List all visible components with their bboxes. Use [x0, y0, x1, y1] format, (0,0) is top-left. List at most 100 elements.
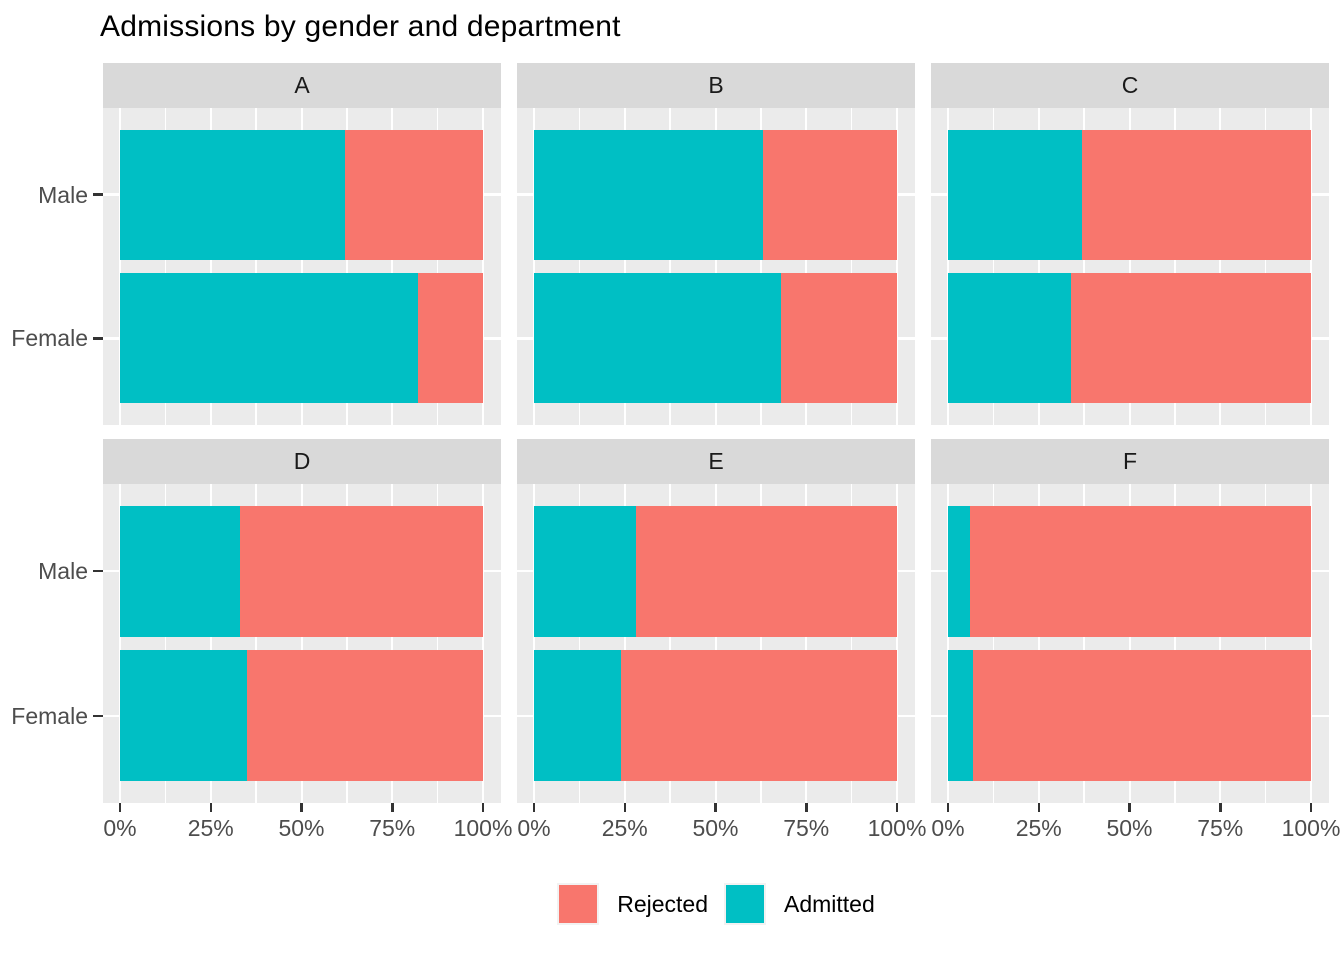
major-gridline: [805, 108, 808, 425]
bar-admitted-female-d: [120, 650, 247, 781]
y-axis-tick: [93, 569, 103, 573]
x-axis-tick-label: 100%: [1281, 815, 1341, 841]
x-axis-tick-label: 100%: [867, 815, 927, 841]
bar-admitted-male-f: [948, 506, 970, 637]
x-axis-tick-label: 0%: [931, 815, 965, 841]
legend-label-admitted: Admitted: [784, 890, 875, 917]
y-axis-label-male: Male: [38, 181, 88, 208]
x-axis-tick-label: 0%: [103, 815, 137, 841]
facet-panel-e: [517, 484, 915, 803]
minor-gridline: [669, 484, 671, 803]
facet-panel-c: [931, 108, 1329, 425]
facet-panel-f: [931, 484, 1329, 803]
major-gridline: [533, 484, 535, 803]
major-gridline: [805, 484, 808, 803]
bar-rejected-female-a: [418, 273, 483, 403]
bar-admitted-male-a: [120, 130, 345, 260]
bar-admitted-female-f: [948, 650, 973, 781]
x-axis-tick: [1219, 803, 1222, 812]
bar-admitted-male-b: [534, 130, 763, 260]
x-axis-tick-label: 50%: [1106, 815, 1153, 841]
x-axis-tick: [532, 803, 536, 812]
minor-gridline: [992, 108, 995, 425]
facet-strip-label-d: D: [293, 448, 311, 474]
facet-panel-d: [103, 484, 501, 803]
facet-strip-d: D: [103, 439, 501, 484]
minor-gridline: [578, 484, 581, 803]
minor-gridline: [255, 484, 257, 803]
bar-rejected-female-f: [973, 650, 1311, 781]
major-gridline: [119, 484, 121, 803]
facet-panel-b: [517, 108, 915, 425]
bar-admitted-female-b: [534, 273, 781, 403]
major-gridline: [1310, 484, 1312, 803]
x-axis-tick: [1309, 803, 1313, 812]
x-axis-tick: [300, 803, 303, 812]
legend-swatch-admitted: [724, 883, 766, 925]
bar-rejected-male-b: [763, 130, 897, 260]
minor-gridline: [1083, 484, 1085, 803]
x-axis-tick-label: 25%: [601, 815, 648, 841]
legend-swatch-rejected: [557, 883, 600, 925]
minor-gridline: [255, 108, 257, 425]
bar-rejected-male-d: [240, 506, 483, 637]
legend: Rejected Admitted: [103, 883, 1329, 925]
x-axis-tick: [1128, 803, 1131, 812]
x-axis-tick: [623, 803, 626, 812]
major-gridline: [714, 484, 717, 803]
major-gridline: [1128, 484, 1131, 803]
bar-admitted-male-d: [120, 506, 240, 637]
facet-strip-label-a: A: [294, 72, 310, 98]
major-gridline: [947, 484, 949, 803]
major-gridline: [391, 484, 394, 803]
major-gridline: [1310, 108, 1312, 425]
x-axis-tick-label: 75%: [1197, 815, 1244, 841]
bar-rejected-female-c: [1071, 273, 1311, 403]
major-gridline: [209, 108, 212, 425]
major-gridline: [1219, 484, 1222, 803]
x-axis-tick: [391, 803, 394, 812]
minor-gridline: [1264, 108, 1267, 425]
minor-gridline: [578, 108, 581, 425]
x-axis-tick-label: 75%: [369, 815, 416, 841]
y-axis-label-female: Female: [11, 325, 88, 352]
y-axis-tick: [93, 337, 103, 340]
major-gridline: [533, 108, 535, 425]
facet-strip-f: F: [931, 439, 1329, 484]
major-gridline: [623, 484, 626, 803]
y-axis-label-female: Female: [11, 702, 88, 729]
minor-gridline: [992, 484, 995, 803]
x-axis-tick: [209, 803, 212, 812]
chart-title: Admissions by gender and department: [100, 10, 621, 43]
major-gridline: [714, 108, 717, 425]
bar-admitted-female-a: [120, 273, 418, 403]
bar-rejected-male-e: [636, 506, 897, 637]
x-axis-tick-label: 25%: [187, 815, 234, 841]
major-gridline: [482, 108, 484, 425]
minor-gridline: [850, 484, 853, 803]
major-gridline: [391, 108, 394, 425]
y-axis-tick: [93, 193, 103, 196]
major-gridline: [482, 484, 484, 803]
bar-admitted-male-e: [534, 506, 636, 637]
minor-gridline: [850, 108, 853, 425]
x-axis-tick-label: 50%: [278, 815, 325, 841]
minor-gridline: [164, 108, 167, 425]
major-gridline: [1128, 108, 1131, 425]
minor-gridline: [1174, 484, 1176, 803]
major-gridline: [1037, 108, 1040, 425]
y-axis-tick: [93, 714, 103, 718]
bar-rejected-female-d: [247, 650, 483, 781]
x-axis-tick: [481, 803, 485, 812]
bar-rejected-male-f: [970, 506, 1311, 637]
bar-rejected-female-b: [781, 273, 897, 403]
facet-strip-label-e: E: [708, 448, 724, 474]
major-gridline: [896, 108, 898, 425]
bar-admitted-male-c: [948, 130, 1082, 260]
major-gridline: [300, 108, 303, 425]
bar-rejected-male-c: [1082, 130, 1311, 260]
bar-rejected-male-a: [345, 130, 483, 260]
x-axis-tick: [714, 803, 717, 812]
major-gridline: [1219, 108, 1222, 425]
